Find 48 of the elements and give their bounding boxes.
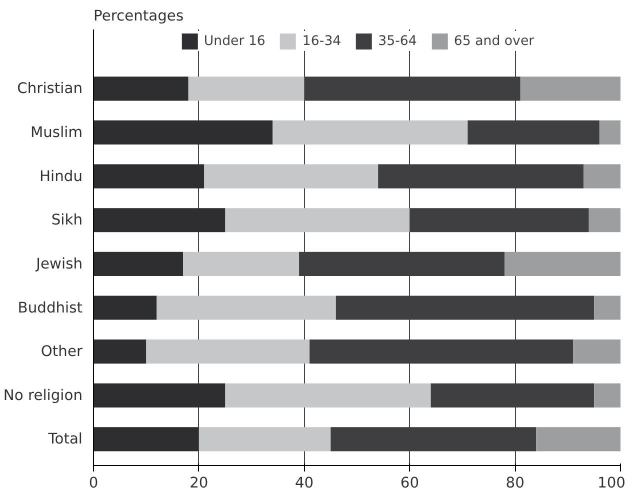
bar <box>183 252 300 276</box>
y-tick-label: No religion <box>3 386 83 404</box>
legend-label: Under 16 <box>204 34 266 48</box>
bar <box>156 296 336 320</box>
bar <box>188 76 304 101</box>
bar <box>536 427 620 452</box>
bar <box>594 383 620 408</box>
x-tick-label: 80 <box>506 474 524 492</box>
bar <box>94 296 157 320</box>
bar <box>594 296 620 320</box>
bar <box>94 383 226 408</box>
y-tick-label: Jewish <box>35 255 83 272</box>
x-tick-label: 100 <box>598 474 626 492</box>
legend-label: 16-34 <box>302 34 342 48</box>
bar <box>198 427 331 452</box>
y-tick-label: Total <box>47 430 83 448</box>
x-tick-label: 40 <box>294 474 314 492</box>
bar <box>573 340 620 364</box>
y-tick-label: Hindu <box>40 168 83 185</box>
bar <box>94 164 204 188</box>
bar <box>94 427 199 452</box>
y-tick-label: Buddhist <box>18 299 83 316</box>
y-tick-label: Sikh <box>51 212 83 229</box>
bar <box>584 164 620 188</box>
bar <box>520 76 620 101</box>
bar <box>504 252 620 276</box>
bar <box>204 164 378 188</box>
bar <box>146 340 310 364</box>
bar <box>588 208 620 232</box>
legend-label: 35-64 <box>378 34 417 48</box>
bar <box>94 252 184 276</box>
legend-label: 65 and over <box>454 34 534 48</box>
bar <box>94 340 146 364</box>
bar <box>94 208 226 232</box>
bar <box>225 208 410 232</box>
chart-title: Percentages <box>94 8 184 24</box>
bar <box>94 120 273 145</box>
bar <box>299 252 505 276</box>
y-tick-label: Muslim <box>30 124 83 141</box>
x-tick-label: 20 <box>190 474 208 492</box>
x-tick-label: 0 <box>88 474 98 492</box>
bar <box>272 120 468 145</box>
bar <box>94 76 188 101</box>
y-tick-label: Christian <box>17 80 83 98</box>
x-tick-label: 60 <box>400 474 420 492</box>
bar <box>599 120 620 145</box>
bar <box>225 383 431 408</box>
y-tick-label: Other <box>40 343 84 360</box>
